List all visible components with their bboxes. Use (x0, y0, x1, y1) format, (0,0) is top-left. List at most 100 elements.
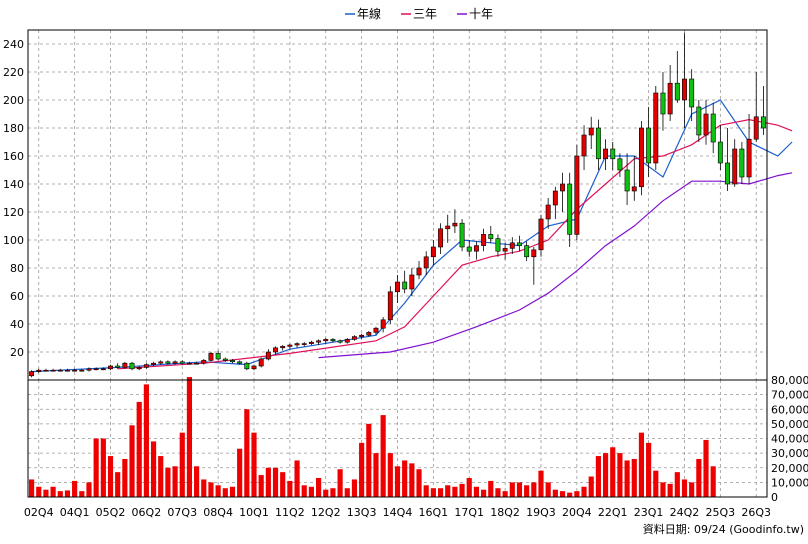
price-tick-label: 220 (3, 66, 24, 79)
volume-bar (502, 491, 508, 497)
candle-body (308, 341, 314, 344)
candle-body (610, 148, 616, 160)
candle-body (122, 362, 128, 368)
candle-body (725, 162, 730, 185)
volume-bar (387, 453, 393, 497)
candle-body (473, 245, 479, 252)
volume-bar (344, 488, 350, 497)
candle-body (316, 340, 322, 343)
volume-bar (524, 485, 530, 497)
volume-bar (179, 432, 185, 497)
volume-tick-label: 50,000 (771, 418, 808, 431)
x-tick-label: 04Q1 (60, 506, 90, 519)
volume-bar (473, 486, 480, 497)
candle-body (244, 362, 250, 370)
x-tick-label: 11Q2 (275, 506, 305, 519)
ma-line-ma_10yr (318, 172, 793, 359)
candle-body (351, 336, 357, 340)
candle-body (57, 369, 63, 372)
plot-frames (27, 29, 768, 498)
volume-tick-label: 0 (771, 491, 778, 504)
price-tick-label: 100 (3, 234, 24, 247)
volume-bar (165, 467, 171, 497)
candle-body (29, 371, 35, 377)
candle-body (430, 246, 436, 258)
candle-body (466, 246, 472, 252)
volume-bar (122, 458, 128, 497)
candle-body (739, 148, 745, 178)
x-tick-label: 13Q3 (347, 506, 377, 519)
candle-body (524, 245, 530, 258)
volume-bar (43, 489, 49, 497)
volume-bar (172, 466, 178, 497)
volume-bar (208, 482, 214, 497)
candle-body (359, 334, 365, 337)
candle-body (703, 113, 709, 136)
candle-body (488, 234, 494, 239)
candle-body (438, 228, 444, 248)
candle-body (251, 365, 257, 370)
volume-bar (538, 470, 544, 497)
volume-bar (50, 486, 56, 497)
candle-body (660, 92, 666, 115)
volume-bar (703, 439, 709, 497)
source-label: 資料日期: 09/24 (Goodinfo.tw) (643, 522, 804, 536)
x-tick-label: 16Q1 (419, 506, 449, 519)
volume-bar (107, 456, 114, 497)
candle-body (165, 361, 171, 364)
volume-bar (64, 490, 71, 497)
candle-body (294, 343, 300, 346)
volume-bar (653, 470, 659, 497)
candle-body (201, 360, 207, 364)
candle-body (674, 82, 680, 101)
ma-line-ma_3yr (117, 118, 793, 370)
candle-body (545, 204, 551, 220)
candle-body (208, 353, 214, 361)
volume-bar (559, 491, 566, 497)
volume-bar (287, 480, 293, 497)
candle-body (344, 339, 350, 343)
x-tick-label: 25Q3 (706, 506, 736, 519)
candle-body (402, 281, 408, 290)
volume-bar (136, 401, 142, 497)
candle-body (603, 148, 609, 160)
candle-body (337, 340, 343, 343)
candle-body (179, 361, 185, 364)
volume-bar (359, 442, 365, 497)
volume-bar (29, 479, 35, 497)
candle-body (215, 353, 221, 360)
volume-bar (280, 472, 286, 497)
volume-bar (258, 475, 264, 497)
candle-body (93, 368, 99, 371)
volume-bar (610, 447, 616, 497)
volume-bar (545, 482, 551, 497)
candle-body (79, 369, 85, 372)
x-tick-label: 20Q4 (562, 506, 592, 519)
volume-bar (294, 460, 300, 497)
candle-body (746, 138, 752, 178)
candle-body (560, 183, 565, 192)
candle-body (186, 362, 192, 365)
x-tick-label: 10Q1 (239, 506, 269, 519)
volume-bar (380, 415, 386, 497)
volume-bar (337, 469, 343, 497)
price-tick-label: 60 (10, 290, 24, 303)
volume-bar (301, 485, 307, 497)
volume-bar (79, 491, 85, 497)
candle-body (552, 190, 558, 206)
volume-bar (143, 384, 149, 497)
volume-bar (696, 458, 702, 497)
candle-body (667, 82, 673, 115)
candle-body (502, 248, 508, 252)
volume-bar (194, 466, 200, 497)
x-tick-label: 14Q4 (383, 506, 413, 519)
volume-bar (445, 485, 451, 497)
x-tick-label: 23Q1 (634, 506, 664, 519)
candle-body (452, 222, 458, 227)
legend-label: 十年 (469, 7, 493, 21)
candle-body (638, 127, 644, 188)
volume-bar (158, 456, 164, 497)
candle-body (481, 234, 487, 246)
volume-bar (129, 425, 135, 497)
